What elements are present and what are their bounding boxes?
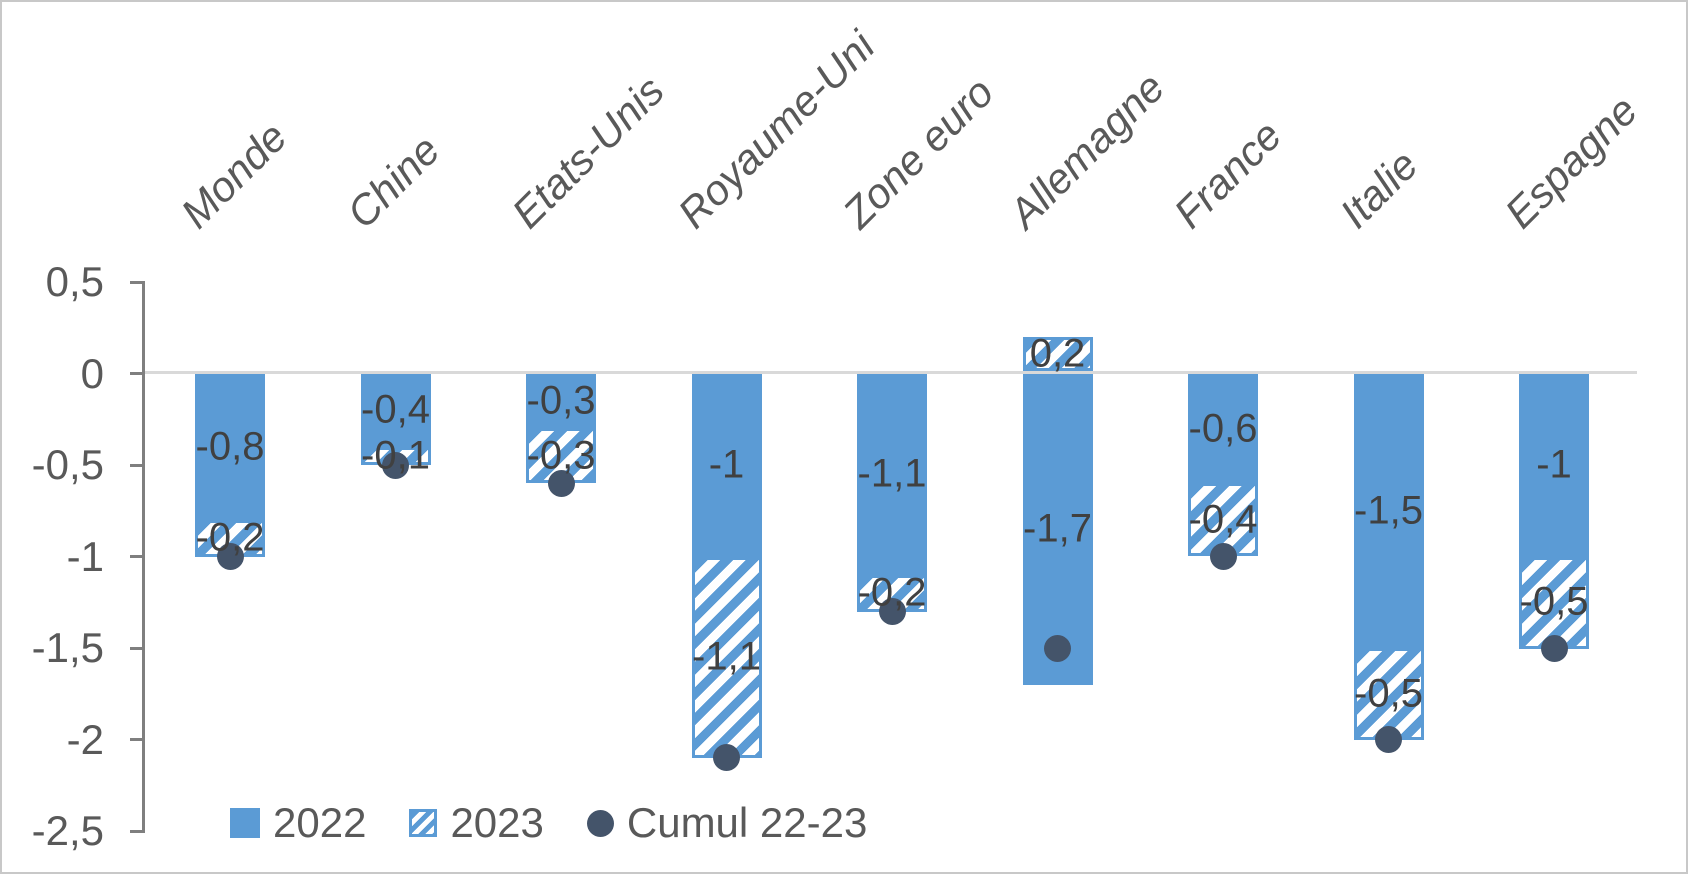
legend-item: Cumul 22-23 <box>586 799 868 847</box>
data-label-2023: -0,1 <box>361 433 430 478</box>
cumul-dot <box>713 744 740 772</box>
bar-2022 <box>1353 374 1424 649</box>
y-axis-tick-label: -1 <box>66 532 104 580</box>
category-label: Italie <box>1330 141 1427 237</box>
data-label-2023: 0,2 <box>1029 331 1086 376</box>
bar-2022 <box>195 374 265 520</box>
data-label-2023: -0,2 <box>195 515 265 560</box>
data-label-2023: -0,5 <box>1354 671 1423 716</box>
bar-2023 <box>1022 337 1093 371</box>
bar-2022 <box>360 374 431 447</box>
category-label: France <box>1164 111 1291 237</box>
data-label-2023: -0,5 <box>1519 579 1589 624</box>
bar-2023 <box>526 428 596 483</box>
data-label-2023: -0,2 <box>857 570 927 615</box>
data-label-2023: -1,1 <box>692 634 761 679</box>
data-label-2022: -0,8 <box>195 424 265 469</box>
y-axis-tickmark <box>130 738 143 741</box>
cumul-dot <box>1375 726 1402 753</box>
cumul-dot <box>1209 543 1237 570</box>
bar-2022 <box>1188 374 1258 484</box>
data-label-2022: -0,3 <box>526 378 596 423</box>
category-label: Espagne <box>1495 86 1647 238</box>
y-axis-tick-label: 0 <box>80 349 104 397</box>
y-axis-tickmark <box>130 463 143 467</box>
cumul-dot <box>878 597 906 625</box>
cumul-dot <box>382 451 409 479</box>
legend: 2022 2023 Cumul 22-23 <box>230 799 867 847</box>
legend-item: 2022 <box>230 799 366 847</box>
y-axis-line <box>142 281 145 833</box>
data-label-2022: -0,4 <box>361 387 430 432</box>
category-label: Chine <box>337 126 449 237</box>
bar-2022 <box>857 374 927 575</box>
category-label: Monde <box>171 112 296 237</box>
legend-label: 2023 <box>450 799 544 846</box>
data-label-2022: -1,1 <box>857 451 927 496</box>
legend-item: 2023 <box>409 799 544 847</box>
data-label-2023: -0,4 <box>1188 497 1258 542</box>
bar-2022 <box>1022 374 1093 685</box>
category-label: Allemagne <box>999 63 1173 237</box>
y-axis-tick-label: -2,5 <box>31 807 104 854</box>
data-label-2023: -0,3 <box>526 433 596 478</box>
legend-swatch-cumul <box>586 809 614 837</box>
category-label: Zone euro <box>833 68 1003 237</box>
y-axis-tick-label: -1,5 <box>31 624 104 671</box>
y-axis-tick-label: 0,5 <box>45 258 104 305</box>
category-label: Etats-Unis <box>502 66 673 238</box>
bar-2023 <box>691 557 762 758</box>
y-axis-tickmark <box>130 555 143 558</box>
y-axis-tickmark <box>130 646 143 650</box>
zero-gridline <box>145 371 1637 374</box>
y-axis-tickmark <box>130 280 143 284</box>
y-axis-tickmark <box>130 829 143 833</box>
data-label-2022: -1 <box>1536 442 1572 487</box>
legend-swatch-2023 <box>409 809 438 837</box>
data-label-2022: -0,6 <box>1188 406 1258 451</box>
bar-2022 <box>526 374 596 429</box>
data-label-2022: -1 <box>708 442 745 487</box>
y-axis-tick-label: -2 <box>66 715 104 763</box>
y-axis-tickmark <box>130 372 143 375</box>
legend-label: Cumul 22-23 <box>626 799 868 846</box>
cumul-dot <box>547 469 575 497</box>
bar-2022 <box>1519 374 1589 557</box>
data-label-2022: -1,7 <box>1023 506 1092 551</box>
cumul-dot <box>1044 634 1071 662</box>
legend-swatch-2022 <box>230 808 260 838</box>
data-label-2022: -1,5 <box>1354 488 1423 533</box>
bar-2023 <box>1519 557 1589 649</box>
legend-label: 2022 <box>273 799 367 846</box>
bar-2022 <box>691 374 762 557</box>
cumul-dot <box>216 543 244 570</box>
y-axis-tick-label: -0,5 <box>31 441 104 488</box>
cumul-dot <box>1540 634 1568 662</box>
